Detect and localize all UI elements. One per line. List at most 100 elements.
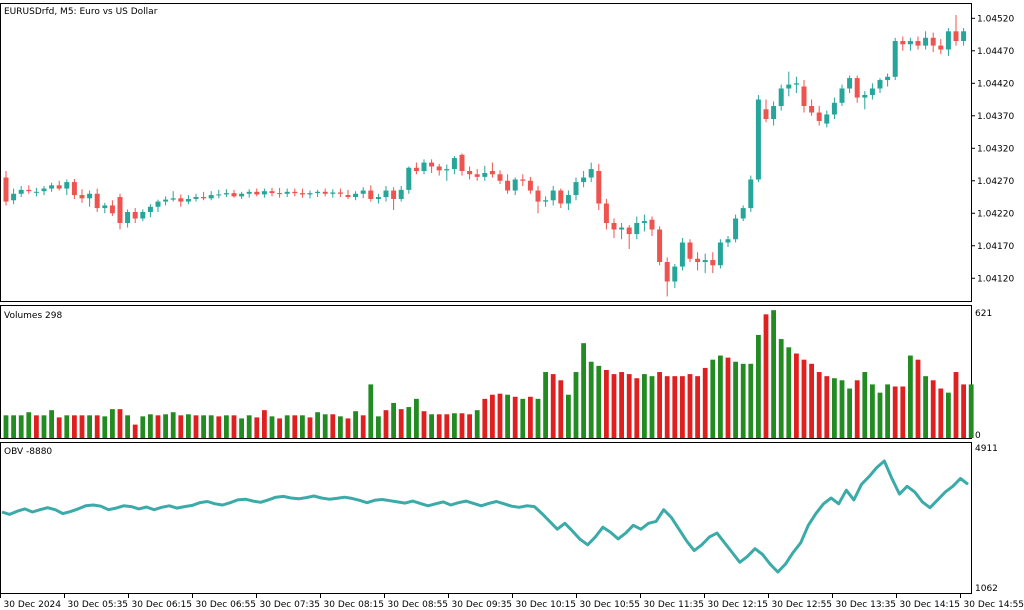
candle-body (216, 194, 222, 196)
candle-body (725, 239, 731, 243)
obv-tick-label: 4911 (975, 444, 998, 454)
volume-bars (3, 310, 974, 438)
candle-body (284, 191, 290, 194)
volume-bar (482, 398, 488, 438)
candle-body (330, 192, 336, 194)
candle-body (945, 31, 951, 50)
volume-bar (778, 339, 784, 438)
candle-body (383, 190, 389, 198)
candle-body (596, 171, 602, 204)
volume-bar (117, 409, 123, 438)
time-tick-label: 30 Dec 10:15 (516, 600, 577, 610)
volume-bar (163, 414, 168, 438)
price-tick-label: 1.04270 (977, 177, 1014, 187)
volume-bar (642, 374, 647, 438)
obv-line (1, 459, 969, 574)
candle-body (565, 195, 571, 204)
candle-body (938, 45, 944, 50)
volume-bar (474, 410, 480, 438)
candle-body (543, 200, 549, 202)
volume-bar (345, 418, 351, 438)
volume-bar (695, 376, 700, 438)
volume-bar (87, 415, 92, 438)
candle-body (717, 242, 723, 266)
candle-body (64, 182, 70, 189)
volume-panel-frame (0, 305, 972, 439)
candle-body (847, 78, 853, 89)
time-tick-label: 30 Dec 07:35 (260, 600, 321, 610)
candle-body (451, 158, 457, 170)
candle-body (679, 242, 685, 267)
candle-body (269, 191, 275, 194)
candle-body (664, 262, 670, 282)
price-panel-title: EURUSDrfd, M5: Euro vs US Dollar (4, 7, 158, 17)
volume-bar (596, 365, 602, 438)
candle-body (125, 211, 131, 224)
volume-bar (854, 380, 860, 438)
candle-body (885, 76, 891, 81)
candle-body (900, 41, 906, 45)
time-tick-label: 30 Dec 11:35 (644, 600, 705, 610)
volume-bar (452, 413, 457, 438)
candle-body (102, 205, 108, 209)
volume-bar (953, 372, 959, 438)
candle-body (345, 195, 351, 198)
price-tick-label: 1.04520 (977, 14, 1014, 24)
volume-bar (3, 415, 9, 438)
candle-body (831, 102, 837, 115)
volume-bar (414, 398, 419, 438)
candle-body (771, 106, 777, 120)
candle-body (474, 174, 480, 177)
candle-body (558, 190, 564, 204)
volume-bar (923, 376, 928, 438)
volume-bar (64, 415, 70, 438)
volume-bar (224, 415, 229, 438)
candle-body (277, 193, 283, 195)
candle-body (710, 260, 716, 266)
candle-body (869, 88, 875, 95)
candle-body (763, 109, 769, 120)
volume-bar (908, 355, 913, 438)
candle-body (246, 191, 252, 194)
volume-bar (269, 416, 275, 438)
volume-bar (208, 415, 214, 438)
volume-panel-title: Volumes 298 (4, 311, 62, 321)
volume-bar (110, 409, 115, 438)
price-candles (3, 15, 967, 297)
candle-body (839, 88, 845, 103)
volume-bar (748, 363, 754, 438)
candle-body (360, 190, 366, 194)
candle-body (801, 86, 807, 107)
candle-body (33, 191, 39, 193)
candle-body (193, 197, 199, 199)
volume-bar (581, 343, 586, 438)
volume-bar (262, 410, 267, 438)
axis-labels: 1.04520 1.04470 1.04420 1.04370 1.04320 1.042… (0, 14, 1024, 610)
volume-bar (763, 314, 769, 438)
volume-bar (178, 415, 184, 438)
candle-body (930, 37, 936, 46)
candle-body (657, 229, 663, 263)
volume-bar (847, 388, 852, 438)
volume-bar (132, 424, 138, 438)
candle-body (398, 189, 404, 199)
candle-body (907, 41, 913, 45)
time-tick-label: 30 Dec 12:15 (708, 600, 769, 610)
volume-bar (330, 414, 336, 438)
volume-bar (634, 378, 640, 438)
candle-body (603, 203, 609, 224)
time-tick-label: 30 Dec 13:35 (836, 600, 897, 610)
volume-tick-label: 621 (975, 309, 992, 319)
volume-bar (672, 376, 678, 438)
candle-body (292, 191, 298, 194)
candle-body (56, 185, 62, 189)
volume-bar (421, 411, 427, 438)
volume-bar (877, 392, 883, 438)
candle-body (748, 179, 754, 209)
candle-body (953, 31, 959, 42)
candle-body (436, 166, 442, 171)
candle-body (140, 211, 146, 219)
time-tick-label: 30 Dec 12:55 (772, 600, 833, 610)
candle-body (482, 172, 488, 177)
candle-body (208, 195, 214, 199)
